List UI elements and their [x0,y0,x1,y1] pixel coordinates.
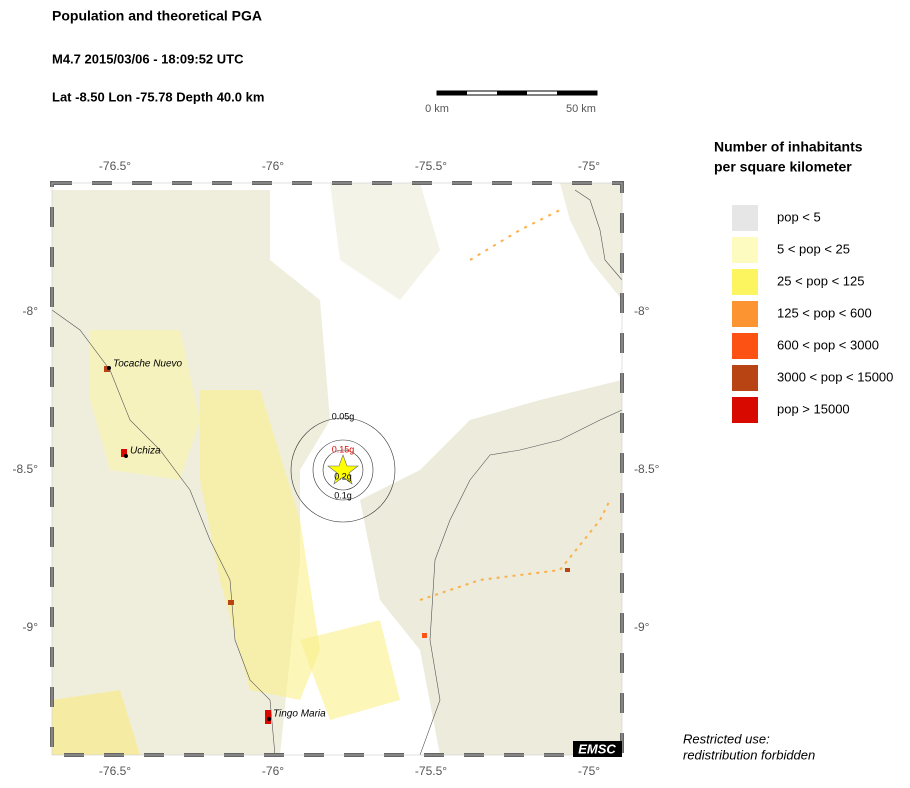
map-frame-inner [51,182,623,756]
notice: redistribution forbidden [683,747,815,762]
populated-area [52,690,140,755]
city-marker [228,600,234,605]
city-marker [121,449,127,457]
city-marker [265,710,271,724]
city-label: Tocache Nuevo [113,359,183,370]
lon-label: -75° [578,764,600,778]
populated-area [300,620,400,720]
lon-label: -76.5° [99,159,131,173]
scale-bar [436,90,598,96]
city-label: Tingo Maria [273,709,326,720]
populated-area [200,390,320,700]
scale-segment [557,91,597,95]
legend-swatch [732,237,758,263]
legend-swatch [732,333,758,359]
legend-swatch [732,365,758,391]
scale-start: 0 km [425,103,449,115]
legend-label: 3000 < pop < 15000 [777,369,893,384]
settlement-strip [419,499,611,601]
location-info: Lat -8.50 Lon -75.78 Depth 40.0 km [52,89,264,104]
legend-label: pop > 15000 [777,401,850,416]
legend-label: 25 < pop < 125 [777,273,864,288]
river [51,309,276,756]
legend-label: 5 < pop < 25 [777,241,850,256]
lon-label: -76.5° [99,764,131,778]
terrain [560,183,622,300]
pga-circle [290,417,396,523]
pga-circle [322,449,364,491]
city-marker [565,568,570,572]
river [574,189,623,281]
legend-swatch [732,269,758,295]
scale-end: 50 km [566,103,596,115]
settlement-strip [469,209,561,261]
event-info: M4.7 2015/03/06 - 18:09:52 UTC [52,51,244,66]
pga-circle [312,439,374,501]
pga-label: 0.15g [332,444,355,454]
pga-label: 0.05g [332,411,355,421]
city-dot [267,717,271,721]
lon-label: -75° [578,159,600,173]
lat-label: -8° [23,304,39,318]
pga-label: 0.2g [334,471,352,481]
scale-segment [437,91,467,95]
legend-label: pop < 5 [777,209,821,224]
lon-label: -76° [262,764,284,778]
logo-box [573,741,622,757]
lon-label: -75.5° [415,764,447,778]
terrain [360,380,622,755]
legend-title: Number of inhabitants [714,139,863,155]
epicenter-star [327,454,359,485]
pga-label: 0.1g [334,490,352,500]
lat-label: -8.5° [13,462,39,476]
scale-segment [497,91,527,95]
title: Population and theoretical PGA [52,8,262,24]
city-marker [422,633,427,638]
lat-label: -9° [634,620,650,634]
city-marker [104,366,110,372]
terrain [330,183,440,300]
lat-label: -8.5° [634,462,660,476]
legend-swatch [732,205,758,231]
legend-swatch [732,397,758,423]
city-dot [107,366,111,370]
city-dot [124,454,128,458]
logo: EMSC [578,741,616,756]
populated-area [90,330,200,480]
legend-title: per square kilometer [714,159,852,175]
city-label: Uchiza [130,446,161,457]
lat-label: -8° [634,304,650,318]
notice: Restricted use: [683,731,770,746]
lon-label: -75.5° [415,159,447,173]
legend-swatch [732,301,758,327]
legend-label: 600 < pop < 3000 [777,337,879,352]
legend-label: 125 < pop < 600 [777,305,872,320]
river [419,409,623,756]
map-area [50,181,624,757]
lat-label: -9° [23,620,39,634]
lon-label: -76° [262,159,284,173]
